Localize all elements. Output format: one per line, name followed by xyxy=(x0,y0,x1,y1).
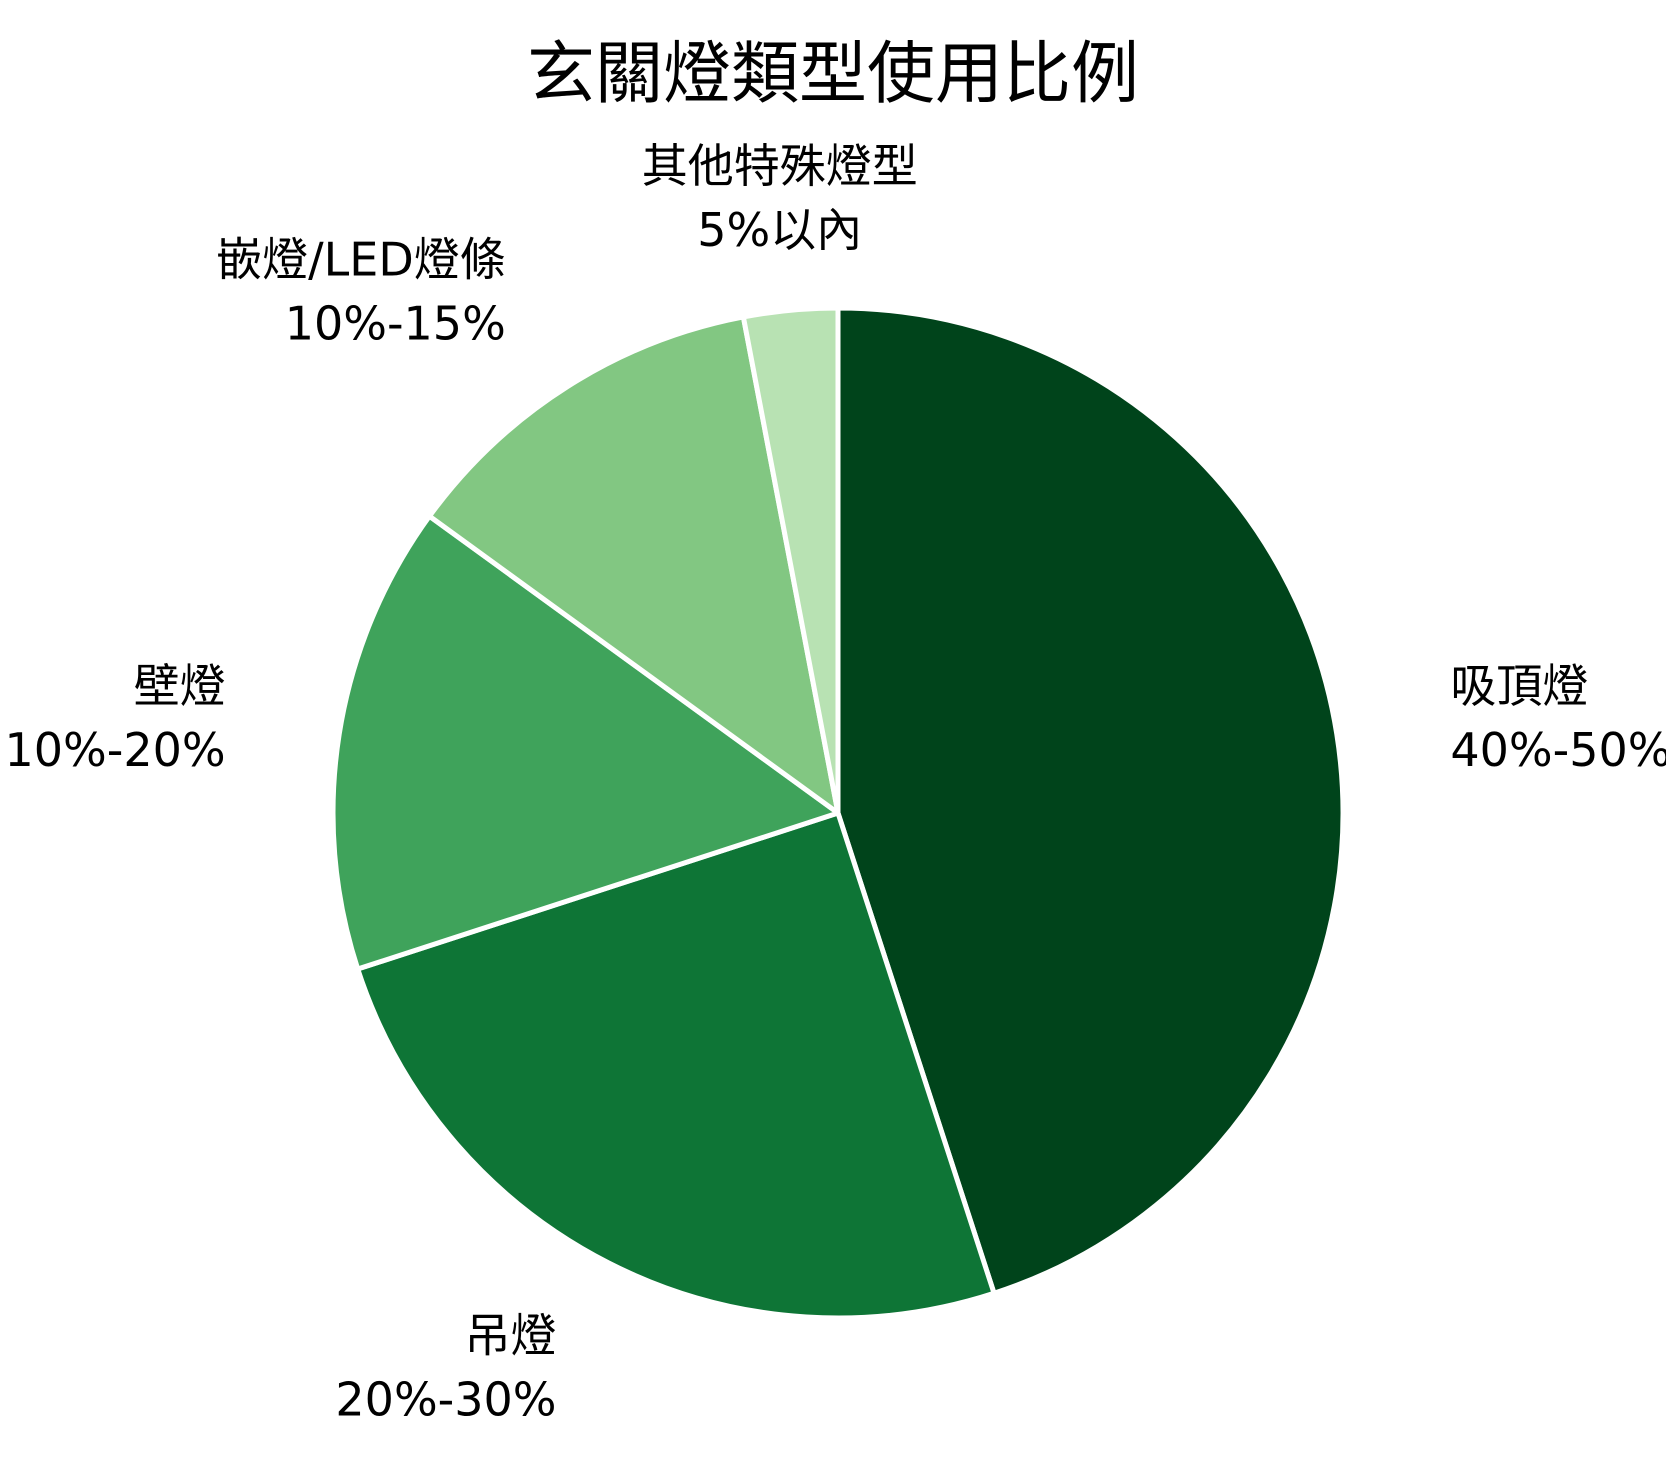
pie-labels: 吸頂燈 40%-50% 吊燈 20%-30% 壁燈 10%-20% 嵌燈/LED燈條 10%-… xyxy=(5,139,1666,1427)
slice-label-1: 吸頂燈 40%-50% xyxy=(1450,659,1666,777)
slice-range-label-3: 10%-20% xyxy=(5,723,226,777)
slice-name-2: 吊燈 xyxy=(465,1308,557,1362)
slice-label-2: 吊燈 20%-30% xyxy=(335,1308,556,1426)
slice-name-1: 吸頂燈 xyxy=(1450,659,1588,713)
slice-range-label-2: 20%-30% xyxy=(335,1372,556,1426)
slice-name-4: 嵌燈/LED燈條 xyxy=(216,233,506,287)
slice-label-5: 其他特殊燈型 5%以內 xyxy=(642,139,918,257)
slice-range-label-5: 5%以內 xyxy=(697,203,862,257)
slice-name-3: 壁燈 xyxy=(134,659,226,713)
pie-slice-4 xyxy=(426,314,841,816)
slice-label-3: 壁燈 10%-20% xyxy=(5,659,226,777)
pie-slices xyxy=(330,305,1346,1321)
slice-range-label-1: 40%-50% xyxy=(1450,723,1666,777)
slice-name-5: 其他特殊燈型 xyxy=(642,139,918,193)
slice-label-4: 嵌燈/LED燈條 10%-15% xyxy=(216,233,506,351)
pie-slice-3 xyxy=(330,513,841,972)
chart-title: 玄關燈類型使用比例 xyxy=(527,35,1139,114)
pie-slice-2 xyxy=(355,810,997,1321)
slice-range-label-4: 10%-15% xyxy=(285,297,506,351)
pie-slice-1 xyxy=(835,305,1346,1296)
pie-slice-5 xyxy=(740,305,841,816)
